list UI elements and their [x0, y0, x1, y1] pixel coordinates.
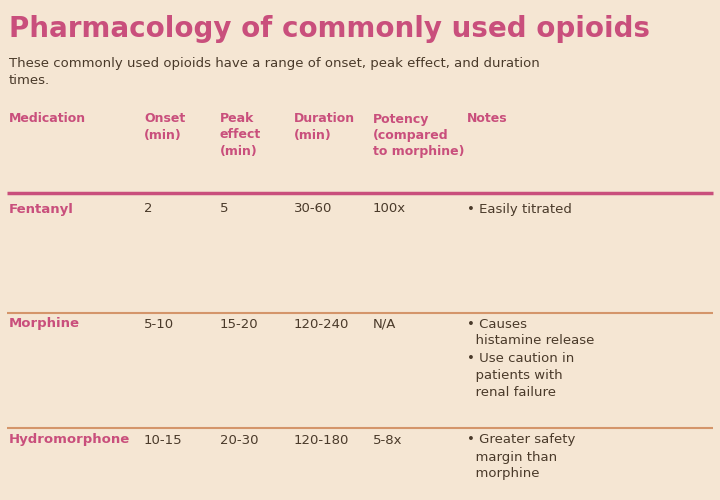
Text: These commonly used opioids have a range of onset, peak effect, and duration
tim: These commonly used opioids have a range… — [9, 58, 539, 88]
Text: 20-30: 20-30 — [220, 434, 258, 446]
Text: • Easily titrated: • Easily titrated — [467, 202, 572, 215]
Text: Pharmacology of commonly used opioids: Pharmacology of commonly used opioids — [9, 15, 649, 43]
Text: 10-15: 10-15 — [144, 434, 183, 446]
Text: Notes: Notes — [467, 112, 507, 126]
Text: 120-180: 120-180 — [294, 434, 349, 446]
Text: 5-8x: 5-8x — [373, 434, 402, 446]
Text: 2: 2 — [144, 202, 153, 215]
Text: Medication: Medication — [9, 112, 86, 126]
Text: Potency
(compared
to morphine): Potency (compared to morphine) — [373, 112, 464, 158]
Text: Peak
effect
(min): Peak effect (min) — [220, 112, 261, 158]
Text: 5: 5 — [220, 202, 228, 215]
Text: N/A: N/A — [373, 318, 396, 330]
Text: Duration
(min): Duration (min) — [294, 112, 355, 142]
Text: Hydromorphone: Hydromorphone — [9, 434, 130, 446]
Text: 30-60: 30-60 — [294, 202, 332, 215]
Text: 100x: 100x — [373, 202, 406, 215]
Text: 15-20: 15-20 — [220, 318, 258, 330]
Text: • Causes
  histamine release
• Use caution in
  patients with
  renal failure: • Causes histamine release • Use caution… — [467, 318, 594, 398]
Text: Morphine: Morphine — [9, 318, 80, 330]
Text: 120-240: 120-240 — [294, 318, 349, 330]
Text: Fentanyl: Fentanyl — [9, 202, 73, 215]
Text: Onset
(min): Onset (min) — [144, 112, 185, 142]
Text: 5-10: 5-10 — [144, 318, 174, 330]
Text: • Greater safety
  margin than
  morphine: • Greater safety margin than morphine — [467, 434, 575, 480]
